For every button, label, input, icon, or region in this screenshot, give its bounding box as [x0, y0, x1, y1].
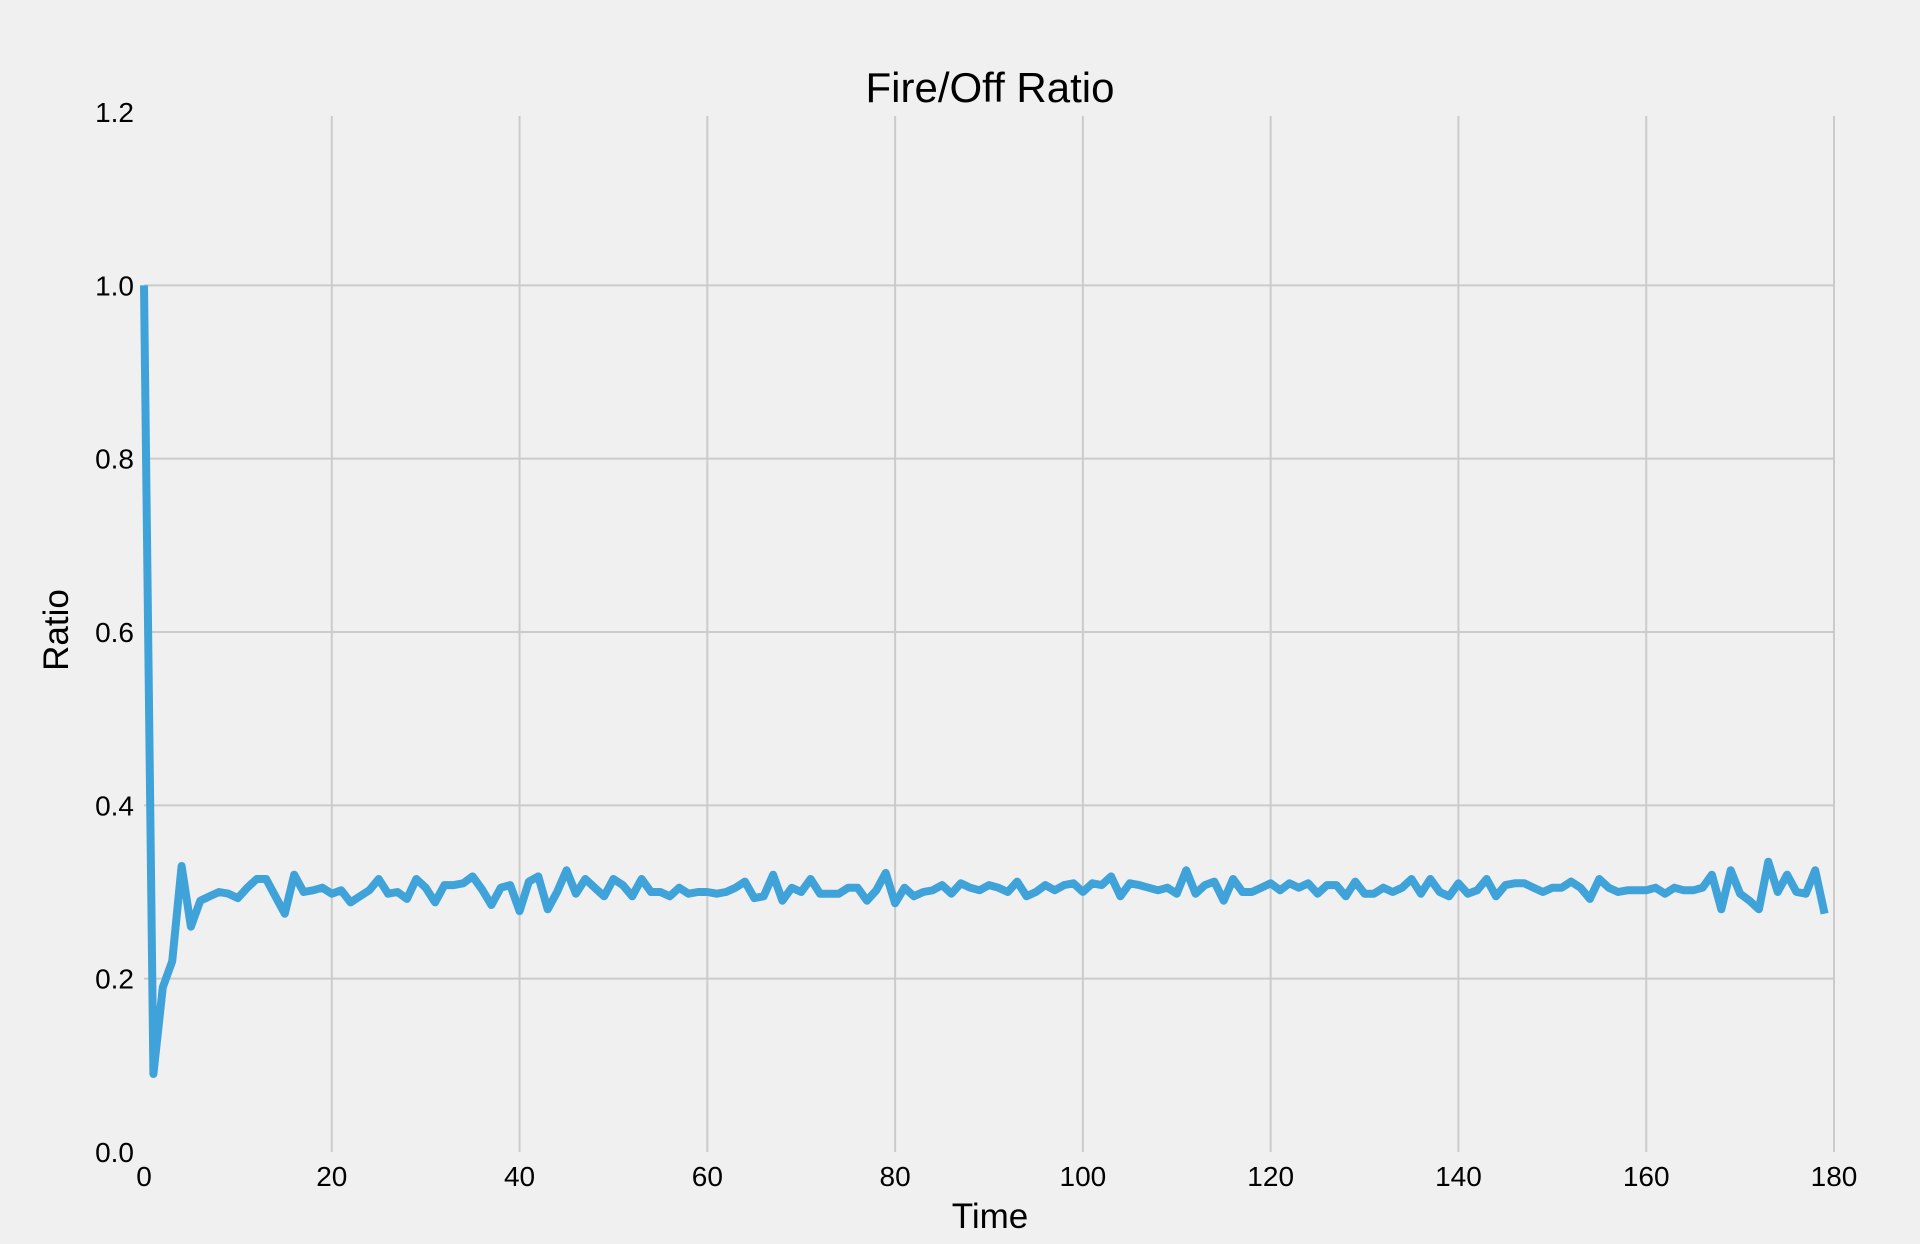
chart-title: Fire/Off Ratio: [866, 64, 1115, 111]
series: [140, 285, 1829, 1078]
x-tick-label: 20: [316, 1161, 347, 1192]
x-tick-label: 180: [1811, 1161, 1858, 1192]
x-tick-label: 60: [692, 1161, 723, 1192]
x-tick-label: 160: [1623, 1161, 1670, 1192]
tick-labels: 0 20 40 60 80 100 120 140 160 180 0.0 0.2 0.4 0.6 0.8 1…: [95, 97, 1857, 1192]
x-axis-title: Time: [952, 1197, 1028, 1236]
x-tick-label: 0: [136, 1161, 152, 1192]
y-tick-label: 1.2: [95, 97, 134, 128]
grid: [144, 116, 1835, 1152]
y-axis-title: Ratio: [37, 589, 76, 671]
series-line: [140, 285, 1829, 1078]
y-tick-label: 0.6: [95, 617, 134, 648]
x-tick-label: 40: [504, 1161, 535, 1192]
y-tick-label: 1.0: [95, 270, 134, 301]
x-tick-label: 140: [1435, 1161, 1482, 1192]
y-tick-label: 0.2: [95, 964, 134, 995]
y-tick-label: 0.4: [95, 790, 134, 821]
x-tick-label: 80: [880, 1161, 911, 1192]
x-tick-label: 100: [1060, 1161, 1107, 1192]
y-tick-label: 0.8: [95, 444, 134, 475]
x-tick-label: 120: [1247, 1161, 1294, 1192]
y-tick-label: 0.0: [95, 1137, 134, 1168]
